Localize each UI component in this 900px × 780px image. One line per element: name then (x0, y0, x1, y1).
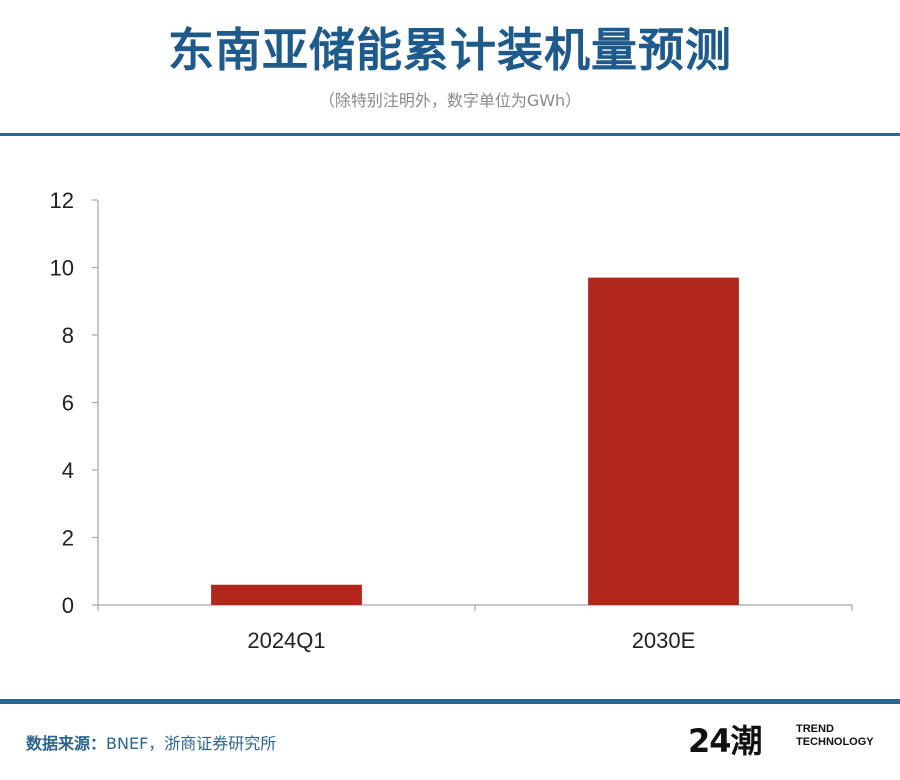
y-tick-label: 10 (50, 256, 74, 281)
data-source: 数据来源：BNEF，浙商证券研究所 (26, 733, 276, 755)
y-tick-label: 12 (50, 188, 74, 213)
y-tick-label: 0 (62, 593, 74, 618)
y-tick-label: 2 (62, 526, 74, 551)
y-axis: 0 2 4 6 8 10 12 (50, 188, 99, 618)
logo-mark: 24潮 (688, 722, 763, 760)
logo-text-line1: TREND (796, 723, 834, 735)
bar-chart: 0 2 4 6 8 10 12 2024Q1 2030E (50, 188, 853, 653)
logo-text: TREND TECHNOLOGY (796, 723, 874, 749)
x-axis: 2024Q1 2030E (97, 604, 853, 653)
brand-logo: 24潮 TREND TECHNOLOGY (688, 715, 878, 767)
bars (211, 277, 739, 605)
header-divider (0, 133, 900, 136)
y-tick-label: 6 (62, 391, 74, 416)
bar-2030e (588, 277, 739, 605)
x-tick-label: 2030E (632, 628, 696, 653)
x-tick-label: 2024Q1 (247, 628, 325, 653)
footer-divider (0, 699, 900, 704)
chart-subtitle: （除特别注明外，数字单位为GWh） (318, 91, 582, 110)
y-tick-label: 8 (62, 323, 74, 348)
source-label: 数据来源： (26, 734, 107, 753)
chart-title: 东南亚储能累计装机量预测 (168, 23, 732, 77)
logo-text-line2: TECHNOLOGY (796, 736, 874, 748)
y-tick-label: 4 (62, 458, 74, 483)
source-text: BNEF，浙商证券研究所 (106, 734, 277, 753)
bar-2024q1 (211, 584, 362, 605)
